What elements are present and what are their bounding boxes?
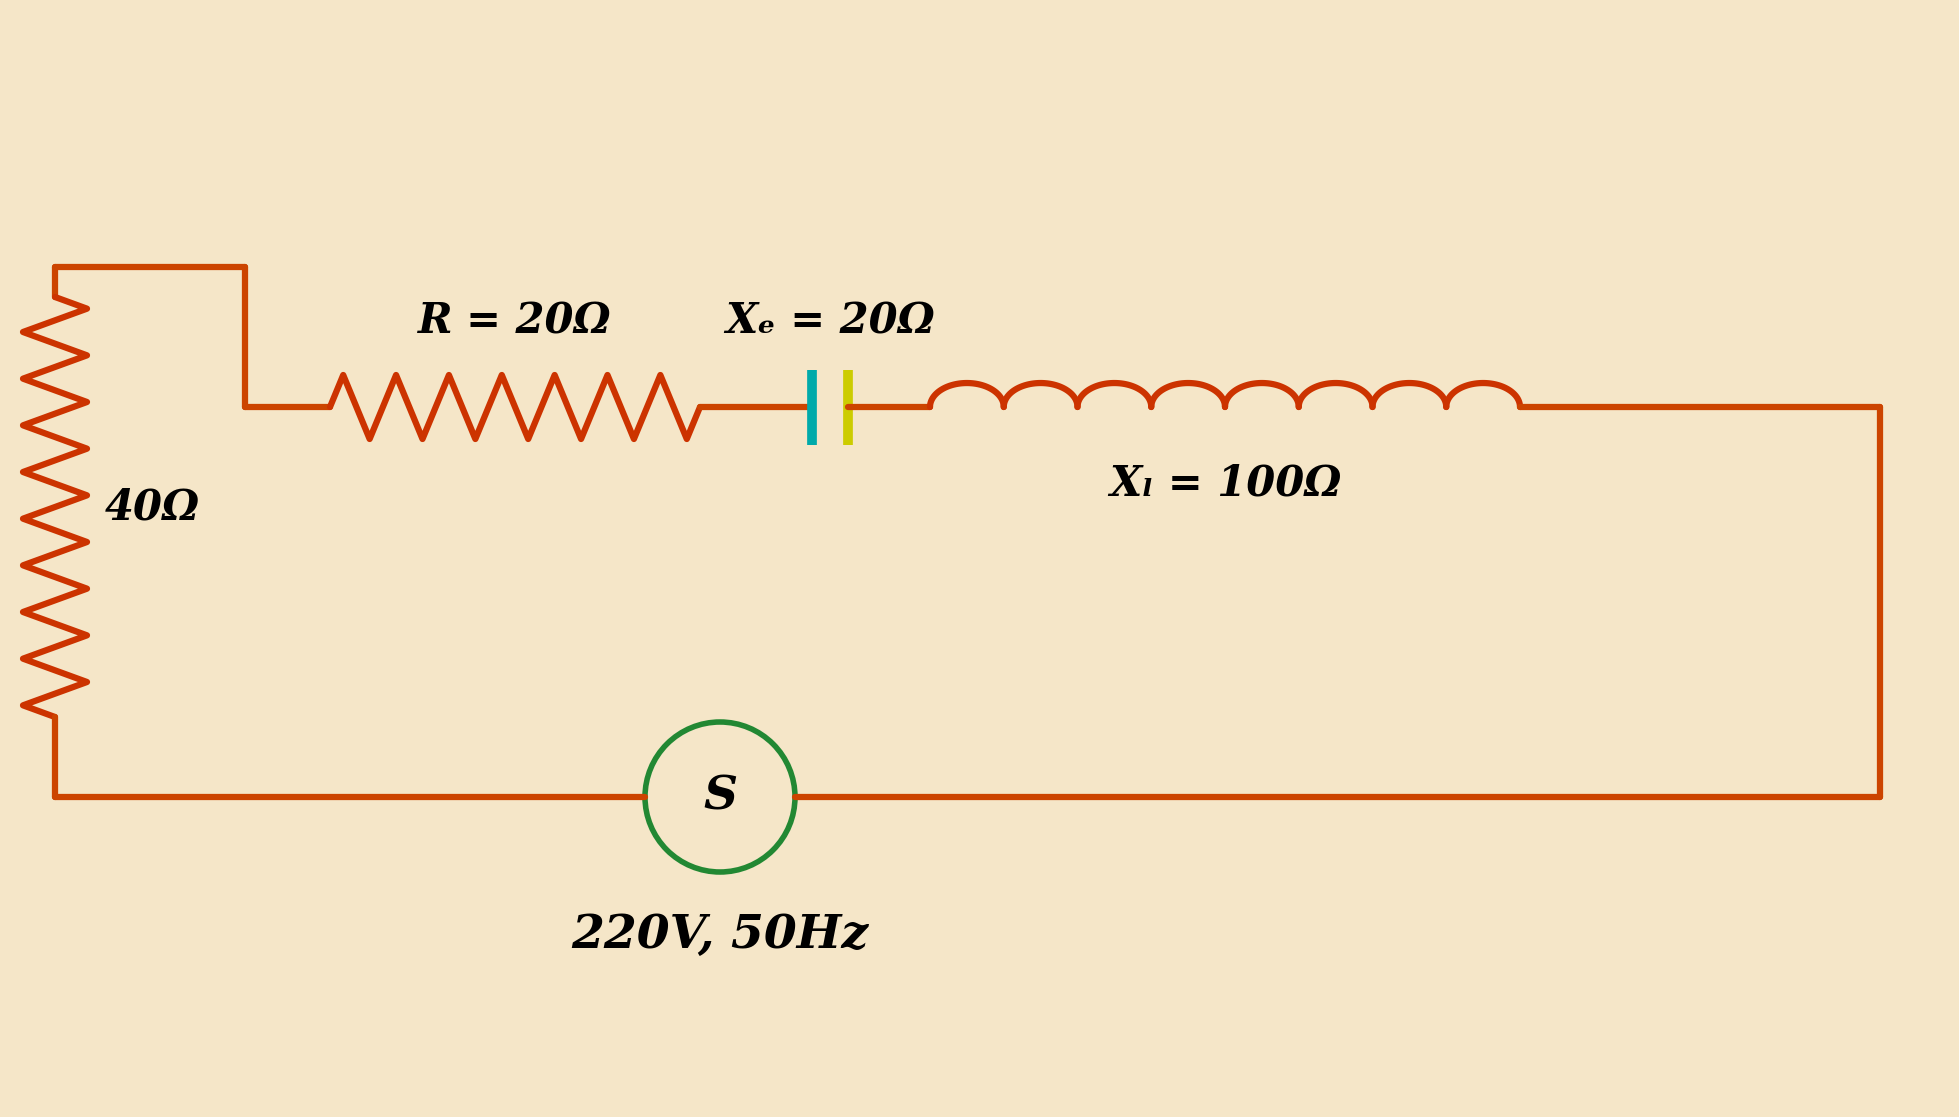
Text: S: S [703, 774, 737, 820]
Text: R = 20Ω: R = 20Ω [419, 300, 611, 342]
Text: 220V, 50Hz: 220V, 50Hz [572, 911, 868, 958]
Text: Xₗ = 100Ω: Xₗ = 100Ω [1109, 462, 1342, 504]
Text: Xₑ = 20Ω: Xₑ = 20Ω [725, 300, 934, 342]
Text: 40Ω: 40Ω [106, 486, 200, 528]
